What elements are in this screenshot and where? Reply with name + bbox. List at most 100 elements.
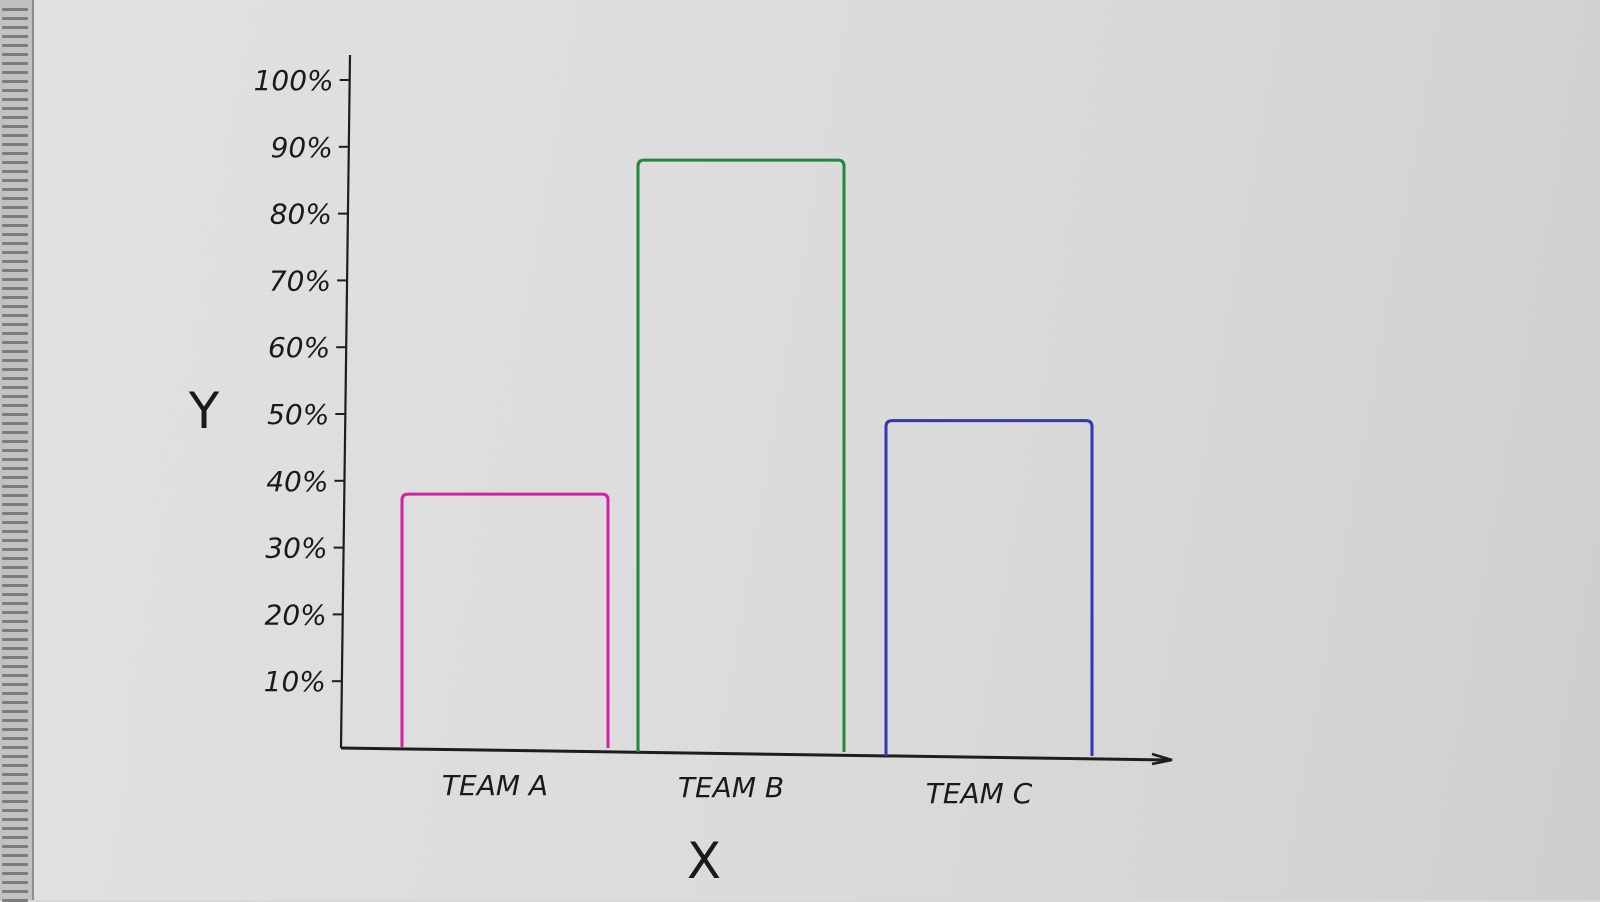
- category-label: TEAM C: [926, 777, 1033, 810]
- y-tick-label: 30%: [265, 532, 327, 565]
- notebook-binding: [0, 0, 34, 902]
- binding-ring: [2, 566, 28, 569]
- binding-ring: [2, 800, 28, 803]
- binding-ring: [2, 242, 28, 245]
- binding-ring: [2, 368, 28, 371]
- binding-ring: [2, 494, 28, 497]
- binding-ring: [2, 647, 28, 650]
- y-tick-label: 50%: [267, 398, 329, 431]
- binding-ring: [2, 323, 28, 326]
- binding-ring: [2, 287, 28, 290]
- binding-ring: [2, 278, 28, 281]
- binding-ring: [2, 116, 28, 119]
- binding-ring: [2, 620, 28, 623]
- binding-ring: [2, 377, 28, 380]
- binding-ring: [2, 440, 28, 443]
- y-axis-line: [339, 54, 352, 749]
- binding-ring: [2, 260, 28, 263]
- binding-ring: [2, 701, 28, 704]
- binding-ring: [2, 152, 28, 155]
- binding-ring: [2, 8, 28, 11]
- binding-ring: [2, 179, 28, 182]
- y-tick-label: 90%: [271, 131, 333, 164]
- binding-ring: [2, 710, 28, 713]
- category-label: TEAM B: [678, 771, 784, 804]
- binding-ring: [2, 44, 28, 47]
- binding-ring: [2, 863, 28, 866]
- binding-ring: [2, 431, 28, 434]
- binding-ring: [2, 296, 28, 299]
- binding-ring: [2, 422, 28, 425]
- binding-ring: [2, 224, 28, 227]
- binding-ring: [2, 233, 28, 236]
- binding-ring: [2, 755, 28, 758]
- binding-ring: [2, 818, 28, 821]
- binding-ring: [2, 683, 28, 686]
- binding-ring: [2, 35, 28, 38]
- binding-ring: [2, 503, 28, 506]
- y-tick-label: 20%: [265, 598, 327, 631]
- binding-ring: [2, 170, 28, 173]
- bar-team-b: [636, 158, 846, 752]
- binding-ring: [2, 143, 28, 146]
- binding-ring: [2, 251, 28, 254]
- binding-ring: [2, 656, 28, 659]
- binding-ring: [2, 611, 28, 614]
- binding-ring: [2, 809, 28, 812]
- x-axis-arrowhead: [1151, 752, 1173, 766]
- binding-ring: [2, 548, 28, 551]
- binding-ring: [2, 782, 28, 785]
- y-tick-label: 100%: [254, 64, 334, 97]
- x-axis-line: [340, 746, 1171, 762]
- binding-ring: [2, 629, 28, 632]
- binding-ring: [2, 107, 28, 110]
- category-label: TEAM A: [442, 769, 548, 802]
- binding-ring: [2, 872, 28, 875]
- binding-ring: [2, 449, 28, 452]
- binding-ring: [2, 881, 28, 884]
- binding-ring: [2, 26, 28, 29]
- bar-team-c: [884, 419, 1094, 756]
- binding-ring: [2, 188, 28, 191]
- binding-ring: [2, 719, 28, 722]
- binding-ring: [2, 530, 28, 533]
- binding-ring: [2, 791, 28, 794]
- binding-ring: [2, 557, 28, 560]
- binding-ring: [2, 728, 28, 731]
- binding-ring: [2, 350, 28, 353]
- binding-ring: [2, 827, 28, 830]
- binding-ring: [2, 215, 28, 218]
- binding-ring: [2, 521, 28, 524]
- binding-ring: [2, 305, 28, 308]
- binding-ring: [2, 467, 28, 470]
- y-tick-label: 10%: [264, 665, 326, 698]
- binding-ring: [2, 692, 28, 695]
- binding-ring: [2, 890, 28, 893]
- binding-ring: [2, 593, 28, 596]
- binding-ring: [2, 845, 28, 848]
- binding-ring: [2, 395, 28, 398]
- binding-ring: [2, 485, 28, 488]
- binding-ring: [2, 89, 28, 92]
- bar-group: [400, 158, 1094, 756]
- binding-ring: [2, 197, 28, 200]
- binding-ring: [2, 584, 28, 587]
- binding-ring: [2, 665, 28, 668]
- binding-ring: [2, 386, 28, 389]
- binding-ring: [2, 98, 28, 101]
- category-label-group: TEAM A TEAM B TEAM C: [442, 769, 1033, 810]
- binding-ring: [2, 161, 28, 164]
- binding-ring: [2, 674, 28, 677]
- binding-ring: [2, 71, 28, 74]
- binding-ring: [2, 512, 28, 515]
- binding-ring: [2, 638, 28, 641]
- binding-ring: [2, 575, 28, 578]
- binding-ring: [2, 602, 28, 605]
- binding-ring: [2, 836, 28, 839]
- binding-ring: [2, 17, 28, 20]
- y-tick-label: 40%: [266, 465, 328, 498]
- binding-ring: [2, 854, 28, 857]
- binding-ring: [2, 458, 28, 461]
